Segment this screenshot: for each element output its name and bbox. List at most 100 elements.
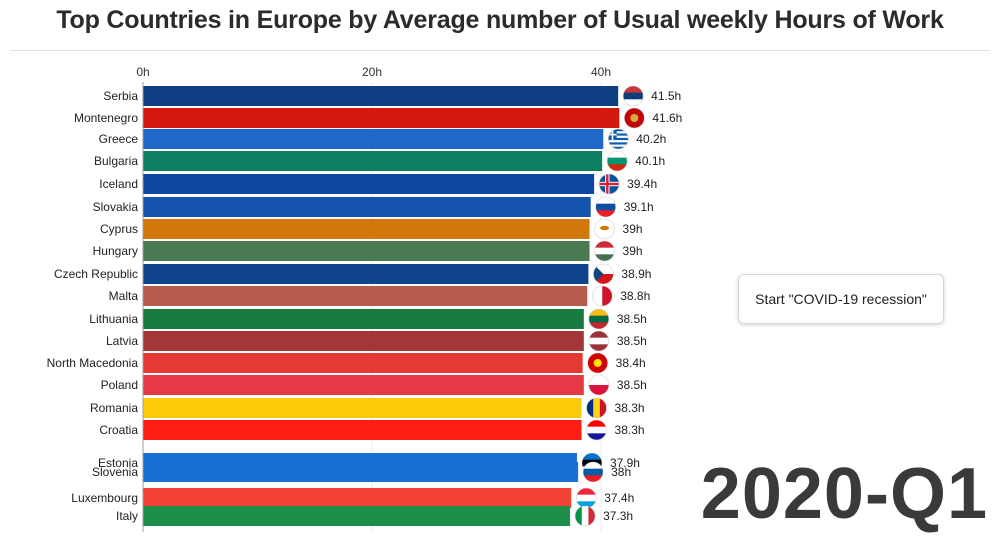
value-label: 39h <box>623 244 643 258</box>
bar <box>143 219 590 239</box>
bar <box>143 331 584 351</box>
category-label: Hungary <box>93 244 138 258</box>
bar-row: Greece 40.2h <box>99 128 666 150</box>
bar <box>143 506 571 526</box>
bar <box>143 398 582 418</box>
value-label: 38.5h <box>617 334 647 348</box>
category-label: Italy <box>116 509 138 523</box>
bar-row: Croatia 38.3h <box>99 419 645 441</box>
bar <box>143 286 588 306</box>
bar-row: Latvia 38.5h <box>106 330 647 352</box>
bar <box>143 197 591 217</box>
bar-row: Serbia 41.5h <box>103 85 681 107</box>
flag-icon <box>594 240 615 262</box>
value-label: 38.5h <box>617 312 647 326</box>
x-tick-label: 40h <box>591 65 611 79</box>
value-label: 40.2h <box>636 132 666 146</box>
x-axis-ticks: 0h 20h 40h <box>136 65 611 79</box>
value-label: 39h <box>623 222 643 236</box>
flag-icon <box>574 505 596 527</box>
bar-row: Hungary 39h <box>93 240 643 262</box>
value-label: 38h <box>611 465 631 479</box>
bar-row: Cyprus 39h <box>100 218 643 240</box>
bar-row: Bulgaria 40.1h <box>94 150 665 172</box>
category-label: Cyprus <box>100 222 138 236</box>
flag-icon <box>582 461 604 483</box>
start-covid-recession-button[interactable]: Start "COVID-19 recession" <box>738 274 944 324</box>
category-label: Czech Republic <box>54 267 138 281</box>
category-label: Romania <box>90 401 138 415</box>
category-label: Poland <box>101 378 138 392</box>
value-label: 41.6h <box>652 111 682 125</box>
value-label: 38.8h <box>620 289 650 303</box>
flag-icon <box>588 330 610 352</box>
flag-icon <box>586 397 607 419</box>
category-label: Serbia <box>103 89 138 103</box>
bar-row: Malta 38.8h <box>109 285 650 307</box>
bar <box>143 241 590 261</box>
bar <box>143 108 620 128</box>
category-label: North Macedonia <box>47 356 139 370</box>
bar <box>143 264 589 284</box>
category-label: Latvia <box>106 334 138 348</box>
bar-row: Poland 38.5h <box>101 374 647 396</box>
bar <box>143 353 583 373</box>
bars: Serbia 41.5h Montenegro 41.6h Greece 40.2h Bul… <box>47 85 682 527</box>
category-label: Montenegro <box>74 111 138 125</box>
bar-row: Czech Republic 38.9h <box>54 263 651 285</box>
value-label: 40.1h <box>635 154 665 168</box>
category-label: Malta <box>109 289 139 303</box>
value-label: 38.3h <box>615 401 645 415</box>
category-label: Estonia <box>98 456 138 470</box>
category-label: Iceland <box>99 177 138 191</box>
bar <box>143 309 584 329</box>
value-label: 37.3h <box>603 509 633 523</box>
title-divider <box>10 50 990 51</box>
bar-row: Slovakia 39.1h <box>93 196 654 218</box>
bar-row: Slovenia 38h <box>92 461 631 483</box>
flag-icon <box>593 263 614 285</box>
flag-icon <box>622 85 644 107</box>
bar-row: Iceland 39.4h <box>99 173 657 195</box>
bar-row: Luxembourg 37.4h <box>71 487 634 509</box>
flag-icon <box>606 150 628 172</box>
flag-icon <box>591 285 613 307</box>
value-label: 37.4h <box>604 491 634 505</box>
flag-icon <box>624 107 645 129</box>
bar <box>143 375 584 395</box>
bar-row: Montenegro 41.6h <box>74 107 682 129</box>
period-label: 2020-Q1 <box>700 454 988 534</box>
flag-icon <box>598 173 620 195</box>
category-label: Bulgaria <box>94 154 138 168</box>
category-label: Croatia <box>99 423 138 437</box>
category-label: Luxembourg <box>71 491 138 505</box>
category-label: Slovenia <box>92 465 138 479</box>
value-label: 38.9h <box>621 267 651 281</box>
category-label: Greece <box>99 132 139 146</box>
bar <box>143 420 582 440</box>
x-tick-label: 20h <box>362 65 382 79</box>
flag-icon <box>607 128 629 150</box>
value-label: 38.4h <box>616 356 646 370</box>
chart-title: Top Countries in Europe by Average numbe… <box>56 6 944 34</box>
bar <box>143 86 619 106</box>
value-label: 37.9h <box>610 456 640 470</box>
bar-row: Lithuania 38.5h <box>89 308 647 330</box>
bar <box>143 174 595 194</box>
flag-icon <box>588 374 610 396</box>
flag-icon <box>586 419 607 441</box>
bar <box>143 462 579 482</box>
value-label: 38.5h <box>617 378 647 392</box>
x-tick-label: 0h <box>136 65 149 79</box>
bar-row: Italy 37.3h <box>116 505 633 527</box>
bar <box>143 129 604 149</box>
value-label: 38.3h <box>615 423 645 437</box>
flag-icon <box>595 196 616 218</box>
value-label: 39.4h <box>627 177 657 191</box>
flag-icon <box>594 218 615 240</box>
category-label: Slovakia <box>93 200 139 214</box>
bar-row: Romania 38.3h <box>90 397 645 419</box>
flag-icon <box>588 308 610 330</box>
value-label: 41.5h <box>651 89 681 103</box>
